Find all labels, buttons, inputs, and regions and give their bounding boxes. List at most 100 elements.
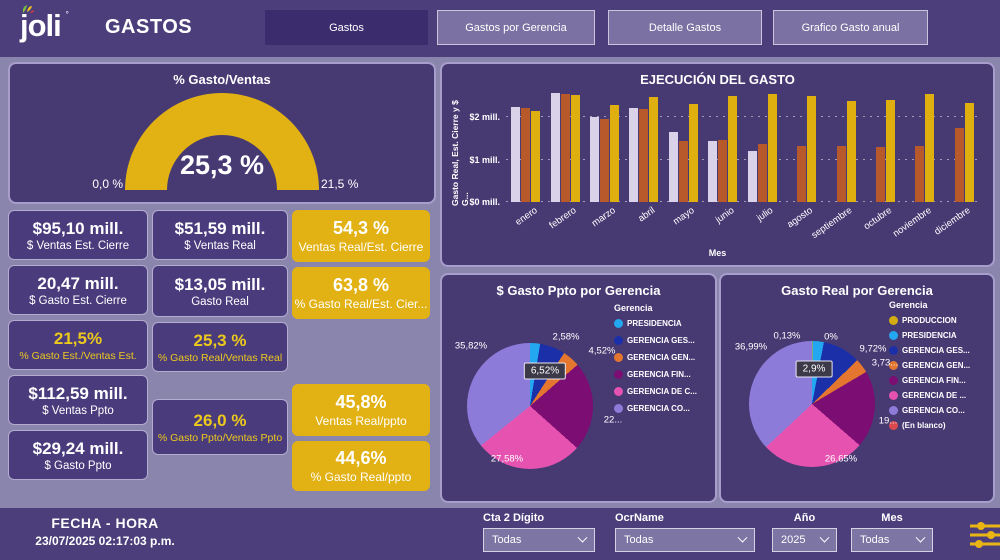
bar-serie-amarilla-enero[interactable] [531,111,541,202]
bar-serie-lavanda-marzo[interactable] [590,117,600,202]
legend-item-presidencia[interactable]: PRESIDENCIA [614,319,697,328]
kpi-card-gasto-real-ppto[interactable]: 44,6% % Gasto Real/ppto [292,441,430,491]
legend-item-gerencia-gen[interactable]: GERENCIA GEN... [614,353,697,362]
legend-item-gerencia-co[interactable]: GERENCIA CO... [614,404,697,413]
bar-serie-naranja-enero[interactable] [521,107,531,202]
bar-serie-lavanda-febrero[interactable] [550,93,560,202]
bar-serie-lavanda-julio[interactable] [747,151,757,202]
filter-label: Mes [881,512,903,524]
kpi-value: 20,47 mill. [37,273,119,293]
bar-serie-naranja-mayo[interactable] [678,140,688,202]
kpi-card-gasto-est-cierre[interactable]: 20,47 mill. $ Gasto Est. Cierre [8,265,148,315]
filter-dropdown-a-o[interactable]: 2025 [772,528,837,552]
legend-label: GERENCIA GEN... [627,353,696,362]
kpi-card-gasto-ppto-ventas-ppto[interactable]: 26,0 %% Gasto Ppto/Ventas Ppto [152,399,288,455]
bar-serie-amarilla-febrero[interactable] [570,94,580,202]
bar-serie-naranja-agosto[interactable] [797,146,807,202]
gauge-value: 25,3 % [179,150,265,180]
legend-dot [614,319,623,328]
legend-label: GERENCIA CO... [902,406,965,415]
bar-serie-naranja-febrero[interactable] [560,94,570,202]
bar-serie-naranja-diciembre[interactable] [954,127,964,202]
filter-dropdown-mes[interactable]: Todas [851,528,933,552]
filter-label: OcrName [615,512,664,524]
legend-dot [889,376,898,385]
tab-grafico-gasto-anual[interactable]: Grafico Gasto anual [773,10,928,45]
bar-serie-amarilla-agosto[interactable] [807,96,817,202]
sliders-icon[interactable] [968,520,1000,550]
kpi-card-gasto-est-ventas-est[interactable]: 21,5%% Gasto Est./Ventas Est. [8,320,148,370]
legend-dot [889,316,898,325]
tab-gastos[interactable]: Gastos [265,10,428,45]
y-tick: $0 mill. [469,197,500,207]
bar-serie-lavanda-abril[interactable] [629,108,639,202]
filter-value: Todas [860,534,890,546]
bar-serie-amarilla-junio[interactable] [728,96,738,202]
bar-serie-naranja-julio[interactable] [757,144,767,202]
tab-detalle-gastos[interactable]: Detalle Gastos [608,10,762,45]
bar-serie-amarilla-julio[interactable] [767,94,777,202]
gauge-min-label: 0,0 % [92,177,123,191]
pie-panel-gasto-ppto: $ Gasto Ppto por Gerencia Gerencia PRESID… [440,273,717,503]
gauge-title: % Gasto/Ventas [173,72,271,87]
bar-serie-amarilla-abril[interactable] [649,97,659,202]
legend-label: (En blanco) [902,421,946,430]
pie-slice-label-presidencia: 2,9% [795,360,833,378]
gauge-panel: % Gasto/Ventas 25,3 % 0,0 % 21,5 % [8,62,436,204]
bar-serie-amarilla-noviembre[interactable] [925,94,935,202]
bar-serie-naranja-noviembre[interactable] [915,145,925,202]
kpi-card-gasto-real[interactable]: $13,05 mill. Gasto Real [152,265,288,317]
bar-group-abril: abril [624,96,663,224]
bar-serie-amarilla-septiembre[interactable] [846,101,856,202]
legend-item-gerencia-gen[interactable]: GERENCIA GEN... [889,361,970,370]
legend-item-gerencia-ges[interactable]: GERENCIA GES... [614,336,697,345]
pie-slice-label-gerencia-ges: 6,52% [523,362,567,380]
kpi-card-ventas-real-ppto[interactable]: 45,8% Ventas Real/ppto [292,384,430,436]
kpi-card-gasto-real-est-cier[interactable]: 63,8 % % Gasto Real/Est. Cier... [292,267,430,319]
kpi-card-ventas-ppto[interactable]: $112,59 mill. $ Ventas Ppto [8,375,148,425]
legend-item-gerencia-de-c[interactable]: GERENCIA DE C... [614,387,697,396]
bar-group-agosto: agosto [782,96,821,230]
kpi-card-gasto-ppto[interactable]: $29,24 mill. $ Gasto Ppto [8,430,148,480]
legend-item-produccion[interactable]: PRODUCCION [889,316,970,325]
bar-serie-naranja-octubre[interactable] [876,147,885,202]
bar-serie-naranja-junio[interactable] [718,139,728,202]
kpi-card-gasto-real-ventas-real[interactable]: 25,3 %% Gasto Real/Ventas Real [152,322,288,372]
pie-slice-label-gerencia-co: 36,99% [734,341,768,353]
tab-gastos-por-gerencia[interactable]: Gastos por Gerencia [437,10,595,45]
pie1-legend: Gerencia PRESIDENCIA GERENCIA GES... GERENC… [614,303,697,421]
legend-dot [614,404,623,413]
kpi-card-ventas-real-est-cierre[interactable]: 54,3 % Ventas Real/Est. Cierre [292,210,430,262]
filter-dropdown-cta-2-d-gito[interactable]: Todas [483,528,595,552]
kpi-card-ventas-est-cierre[interactable]: $95,10 mill. $ Ventas Est. Cierre [8,210,148,260]
legend-label: PRESIDENCIA [627,319,682,328]
legend-item-gerencia-co[interactable]: GERENCIA CO... [889,406,970,415]
bar-serie-lavanda-mayo[interactable] [668,132,678,202]
bar-serie-naranja-marzo[interactable] [600,118,610,202]
legend-item-gerencia-ges[interactable]: GERENCIA GES... [889,346,970,355]
legend-dot [614,336,623,345]
bar-serie-naranja-abril[interactable] [639,108,649,202]
legend-item-gerencia-de[interactable]: GERENCIA DE ... [889,391,970,400]
legend-item-presidencia[interactable]: PRESIDENCIA [889,331,970,340]
bar-serie-amarilla-mayo[interactable] [688,103,698,202]
bar-serie-lavanda-enero[interactable] [511,106,521,202]
legend-item-gerencia-fin[interactable]: GERENCIA FIN... [614,370,697,379]
kpi-label: % Gasto Real/ppto [310,470,412,484]
gauge-arc[interactable] [125,93,319,190]
legend-item-gerencia-fin[interactable]: GERENCIA FIN... [889,376,970,385]
legend-item-en-blanco[interactable]: (En blanco) [889,421,970,430]
kpi-card-ventas-real[interactable]: $51,59 mill. $ Ventas Real [152,210,288,260]
bar-serie-lavanda-junio[interactable] [708,140,718,202]
filter-a-o: Año 2025 [772,512,837,552]
x-tick-septiembre: septiembre [809,205,855,241]
legend-label: GERENCIA FIN... [627,370,691,379]
bar-serie-amarilla-diciembre[interactable] [964,103,974,202]
bar-serie-naranja-septiembre[interactable] [836,146,846,202]
filter-dropdown-ocrname[interactable]: Todas [615,528,755,552]
bar-serie-amarilla-octubre[interactable] [886,100,895,202]
legend-dot [889,391,898,400]
pie-panel-gasto-real: Gasto Real por Gerencia Gerencia PRODUCCI… [719,273,995,503]
bar-serie-amarilla-marzo[interactable] [610,104,620,202]
